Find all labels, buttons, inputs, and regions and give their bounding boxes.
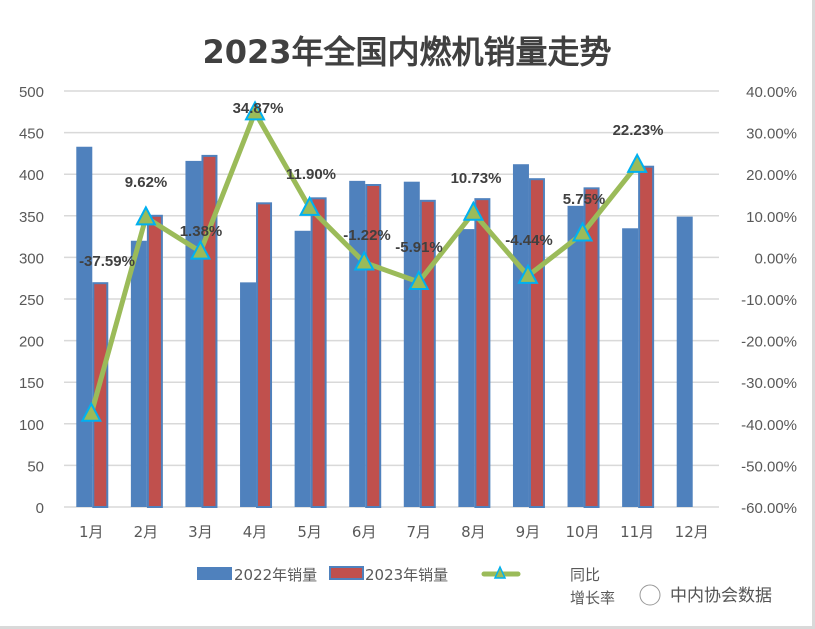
y2-tick-label: 30.00%	[746, 126, 797, 143]
bar-2023	[583, 187, 600, 508]
data-label: 1.38%	[180, 223, 223, 240]
legend-label-growth-2: 增长率	[570, 589, 615, 607]
x-tick-label: 4月	[243, 523, 268, 541]
bar-2022	[622, 228, 639, 507]
y-tick-label: 400	[19, 167, 44, 184]
x-tick-label: 12月	[675, 523, 709, 541]
watermark: 中内协会数据	[670, 586, 772, 606]
data-label: 11.90%	[286, 166, 336, 183]
legend-label-2022: 2022年销量	[234, 566, 317, 584]
y-tick-label: 50	[27, 458, 44, 475]
y2-tick-label: 40.00%	[746, 84, 797, 101]
y-tick-label: 450	[19, 126, 44, 143]
triangle-marker	[189, 239, 212, 260]
data-label: -37.59%	[79, 253, 135, 270]
x-tick-label: 3月	[188, 523, 213, 541]
data-label: 34.87%	[233, 100, 284, 117]
legend-label-growth-1: 同比	[570, 566, 600, 584]
y2-tick-label: -10.00%	[741, 292, 797, 309]
bar-2023	[146, 214, 163, 509]
bar-2022	[76, 146, 93, 507]
triangle-marker	[408, 269, 430, 290]
y2-tick-label: -40.00%	[741, 417, 797, 434]
y-tick-label: 300	[19, 250, 44, 267]
y-tick-label: 500	[19, 84, 44, 101]
x-tick-label: 7月	[407, 523, 432, 541]
bar-2022	[458, 229, 475, 507]
y-tick-label: 250	[19, 292, 44, 309]
x-tick-label: 2月	[134, 523, 159, 541]
triangle-marker	[80, 401, 102, 422]
bar-2023	[638, 165, 655, 508]
bar-2022	[567, 205, 584, 508]
bar-2023	[92, 282, 109, 508]
bar-2022	[185, 160, 202, 507]
legend-swatch-2022	[197, 567, 232, 580]
bar-2023	[310, 197, 327, 508]
wechat-icon	[639, 584, 661, 606]
triangle-marker	[626, 152, 648, 173]
data-label: -4.44%	[505, 232, 553, 249]
y-tick-label: 100	[19, 417, 44, 434]
triangle-marker	[353, 250, 375, 271]
x-tick-label: 9月	[516, 523, 541, 541]
x-tick-label: 5月	[297, 523, 322, 541]
bar-2023	[256, 202, 273, 508]
legend-triangle-icon	[493, 565, 507, 579]
data-label: -1.22%	[343, 227, 391, 244]
y2-tick-label: -50.00%	[741, 458, 797, 475]
y2-tick-label: -30.00%	[741, 375, 797, 392]
bar-2023	[474, 198, 491, 508]
bar-2022	[130, 240, 147, 507]
triangle-marker	[462, 200, 485, 221]
y2-tick-label: -20.00%	[741, 334, 797, 351]
x-tick-label: 11月	[620, 523, 654, 541]
bar-2022	[240, 282, 257, 507]
x-tick-label: 6月	[352, 523, 377, 541]
y2-tick-label: 0.00%	[754, 250, 797, 267]
chart-title: 2023年全国内燃机销量走势	[202, 33, 611, 71]
legend-label-2023: 2023年销量	[365, 566, 448, 584]
y2-tick-label: 20.00%	[746, 167, 797, 184]
triangle-marker	[571, 221, 594, 242]
y-tick-label: 150	[19, 375, 44, 392]
triangle-marker	[298, 195, 321, 216]
data-label: 9.62%	[125, 174, 168, 191]
data-label: -5.91%	[395, 239, 443, 256]
bar-2023	[528, 178, 545, 509]
y2-tick-label: -60.00%	[741, 500, 797, 517]
data-label: 22.23%	[613, 122, 664, 139]
bar-2022	[403, 181, 420, 508]
x-tick-label: 8月	[461, 523, 486, 541]
triangle-marker	[517, 263, 539, 284]
y2-tick-label: 10.00%	[746, 209, 797, 226]
bar-2022	[676, 216, 693, 507]
y-tick-label: 0	[36, 500, 44, 517]
x-tick-label: 10月	[565, 523, 599, 541]
legend-swatch-2023	[329, 566, 364, 580]
x-tick-label: 1月	[79, 523, 104, 541]
y-tick-label: 200	[19, 334, 44, 351]
bar-2023	[201, 154, 218, 508]
bar-2022	[294, 230, 311, 507]
data-label: 5.75%	[563, 191, 606, 208]
data-label: 10.73%	[451, 170, 502, 187]
y-tick-label: 350	[19, 209, 44, 226]
triangle-marker	[244, 100, 266, 121]
triangle-marker	[135, 205, 157, 226]
bar-2022	[512, 164, 529, 507]
